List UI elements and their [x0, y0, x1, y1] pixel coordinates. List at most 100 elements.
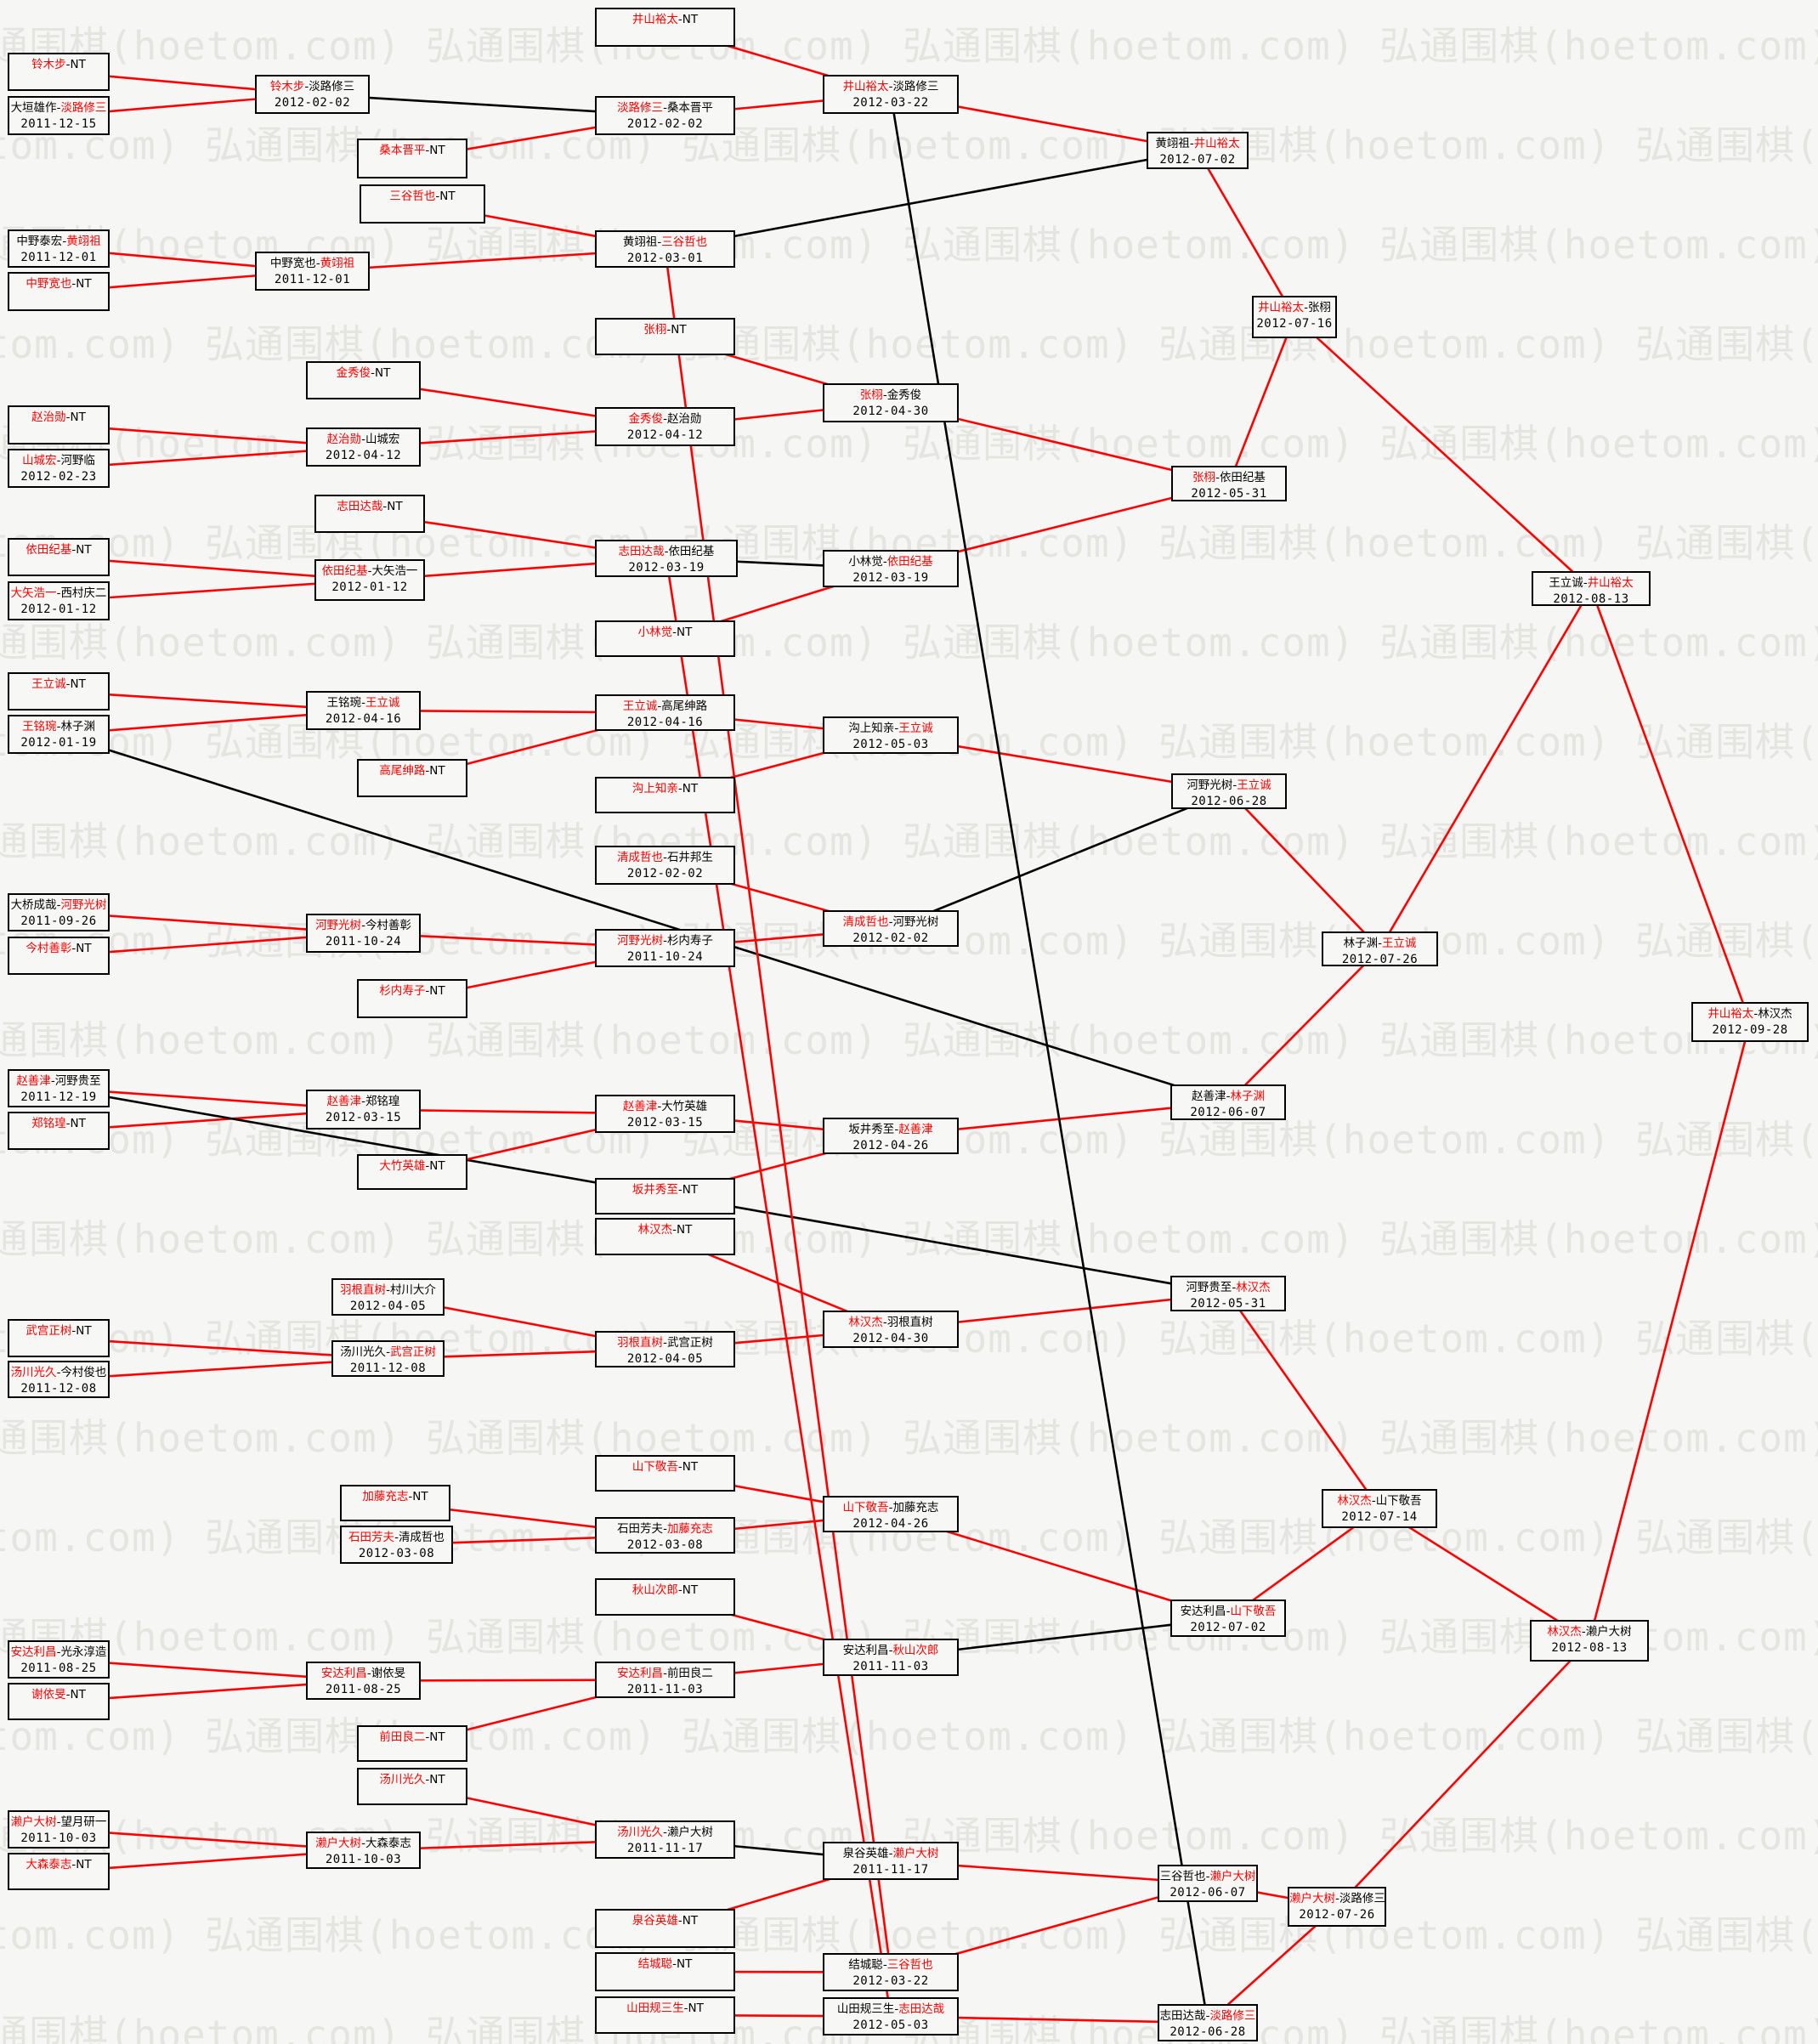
match-date: 2012-05-31 [1191, 487, 1267, 501]
match-box-d12: 山田规三生-志田达哉 2012-05-03 [823, 1997, 959, 2036]
match-date: 2011-10-03 [20, 1832, 97, 1845]
player2-name: 濑户大树 [666, 1826, 713, 1839]
player2-name: 大森泰志 [365, 1837, 411, 1850]
match-date: 2011-11-17 [626, 1842, 704, 1855]
watermark-text: 弘通围棋(hoetom.com) 弘通围棋(hoetom.com) 弘通围棋(h… [0, 23, 1818, 69]
watermark-text: 弘通围棋(hoetom.com) 弘通围棋(hoetom.com) 弘通围棋(h… [0, 122, 1818, 168]
match-box-d3: 小林觉-依田纪基 2012-03-19 [823, 550, 959, 587]
match-box-a14: 郑铭瑝-NT [8, 1112, 110, 1150]
name-separator: - [425, 144, 430, 157]
match-date: 2012-03-08 [626, 1538, 704, 1552]
match-date: 2012-06-28 [1170, 2025, 1246, 2039]
match-players: 赵善津-郑铭瑝 [308, 1094, 419, 1110]
player1-name: 清成哲也 [617, 851, 664, 864]
player2-name: 井山裕太 [1193, 137, 1240, 150]
player1-name: 林汉杰 [1337, 1494, 1372, 1508]
player2-name: 林汉杰 [1236, 1281, 1271, 1294]
match-date: 2012-03-15 [325, 1111, 402, 1124]
name-separator: - [56, 1645, 61, 1659]
name-separator: - [56, 898, 61, 912]
match-box-c17: 石田芳夫-加藤充志 2012-03-08 [595, 1517, 735, 1554]
name-separator: - [361, 1837, 365, 1850]
match-box-e4: 赵善津-林子渊 2012-06-07 [1170, 1084, 1286, 1120]
match-players: 中野宽也-黄翊祖 [257, 256, 368, 272]
name-separator: - [677, 1914, 682, 1928]
player1-name: 安达利昌 [10, 1645, 57, 1659]
match-box-d7: 林汉杰-羽根直树 2012-04-30 [823, 1311, 959, 1348]
match-players: 羽根直树-武宫正树 [597, 1335, 733, 1351]
match-box-c12: 赵善津-大竹英雄 2012-03-15 [595, 1095, 735, 1133]
player1-name: 赵善津 [16, 1074, 51, 1088]
match-box-b4: 中野宽也-黄翊祖 2011-12-01 [255, 252, 370, 291]
player2-name: NT [76, 1858, 92, 1871]
player1-name: 金秀俊 [336, 366, 371, 380]
player2-name: NT [429, 1159, 445, 1173]
match-date: 2012-07-16 [1256, 317, 1333, 331]
match-players: 张栩-依田纪基 [1173, 470, 1285, 486]
bracket-line-f4-g2 [1336, 1639, 1590, 1908]
match-players: 沟上知亲-NT [597, 781, 733, 797]
player1-name: 谢依旻 [31, 1688, 66, 1701]
player2-name: 濑户大树 [1585, 1625, 1632, 1639]
match-box-a5: 赵治勋-NT [8, 405, 110, 444]
match-box-a3: 中野泰宏-黄翊祖 2011-12-01 [8, 229, 110, 268]
player1-name: 山城宏 [22, 454, 57, 467]
match-players: 林汉杰-山下敬吾 [1323, 1493, 1436, 1509]
watermark-text: 弘通围棋(hoetom.com) 弘通围棋(hoetom.com) 弘通围棋(h… [0, 620, 1818, 665]
name-separator: - [888, 1847, 893, 1860]
match-players: 山田规三生-志田达哉 [824, 2002, 957, 2018]
match-box-b21: 汤川光久-NT [357, 1768, 467, 1805]
match-players: 大矢浩一-西村庆二 [9, 586, 108, 602]
match-date: 2012-02-23 [20, 470, 97, 484]
bracket-line-e4-f2 [1227, 948, 1381, 1103]
match-players: 金秀俊-赵治勋 [597, 411, 733, 427]
player1-name: 黄翊祖 [1155, 137, 1190, 150]
name-separator: - [361, 1095, 365, 1108]
match-box-a16: 汤川光久-今村俊也 2011-12-08 [8, 1361, 110, 1398]
player2-name: 三谷哲也 [886, 1958, 933, 1972]
player1-name: 张栩 [1192, 471, 1216, 484]
name-separator: - [408, 1490, 413, 1503]
match-box-b9: 王铭琬-王立诚 2012-04-16 [306, 691, 421, 730]
match-box-c11: 河野光树-杉内寿子 2011-10-24 [595, 929, 735, 967]
player2-name: NT [671, 323, 687, 337]
match-date: 2011-11-03 [626, 1683, 704, 1696]
name-separator: - [657, 699, 662, 713]
player2-name: NT [429, 1730, 445, 1744]
player1-name: 黄翊祖 [622, 235, 658, 249]
match-box-d4: 沟上知亲-王立诚 2012-05-03 [823, 716, 959, 754]
name-separator: - [677, 13, 682, 26]
player2-name: 光永淳造 [60, 1645, 107, 1659]
player1-name: 井山裕太 [1258, 301, 1305, 314]
player2-name: 山下敬吾 [1230, 1605, 1277, 1618]
match-box-g2: 林汉杰-濑户大树 2012-08-13 [1530, 1620, 1649, 1662]
player2-name: 今村俊也 [60, 1366, 107, 1379]
player2-name: 濑户大树 [892, 1847, 939, 1860]
player2-name: 加藤充志 [666, 1522, 713, 1536]
watermark-text: 弘通围棋(hoetom.com) 弘通围棋(hoetom.com) 弘通围棋(h… [0, 1216, 1818, 1262]
match-box-b13: 赵善津-郑铭瑝 2012-03-15 [306, 1090, 421, 1130]
watermark-text: 弘通围棋(hoetom.com) 弘通围棋(hoetom.com) 弘通围棋(h… [0, 1713, 1818, 1759]
match-players: 结城聪-NT [597, 1956, 733, 1973]
player2-name: 今村善彰 [365, 919, 411, 932]
name-separator: - [382, 500, 388, 513]
match-box-d8: 山下敬吾-加藤充志 2012-04-26 [823, 1496, 959, 1532]
bracket-line-a10-e4 [58, 733, 1229, 1104]
match-box-c21: 泉谷英雄-NT [595, 1909, 735, 1948]
match-players: 清成哲也-石井邦生 [597, 850, 733, 866]
player1-name: 今村善彰 [25, 942, 72, 955]
player1-name: 王立诚 [31, 677, 66, 691]
match-date: 2012-03-19 [628, 561, 705, 575]
bracket-line-f1-g1 [1294, 316, 1592, 590]
match-date: 2012-05-03 [852, 2019, 929, 2032]
bracket-line-g1-h1 [1589, 588, 1752, 1022]
player1-name: 依田纪基 [25, 543, 72, 557]
player2-name: NT [682, 1914, 699, 1928]
match-players: 坂井秀至-NT [597, 1182, 733, 1198]
watermark-text: 弘通围棋(hoetom.com) 弘通围棋(hoetom.com) 弘通围棋(h… [0, 1415, 1818, 1461]
name-separator: - [888, 80, 893, 93]
match-players: 井山裕太-淡路修三 [824, 79, 957, 95]
match-players: 安达利昌-光永淳造 [9, 1645, 108, 1661]
match-box-b16: 汤川光久-武宫正树 2011-12-08 [331, 1340, 445, 1377]
name-separator: - [386, 1283, 390, 1297]
